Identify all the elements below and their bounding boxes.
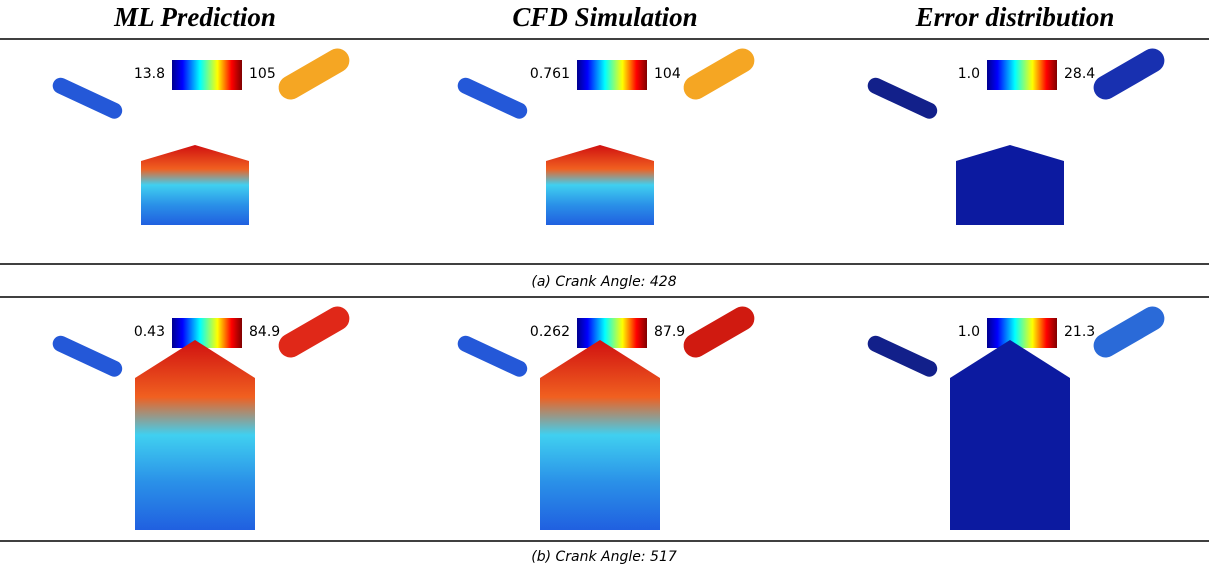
colorbar xyxy=(987,318,1057,348)
panel: 13.8 105 xyxy=(50,44,354,225)
column-header: ML Prediction xyxy=(113,2,276,32)
right-rod xyxy=(274,44,354,104)
left-rod xyxy=(865,75,940,121)
left-rod xyxy=(50,333,125,379)
column-header: Error distribution xyxy=(915,2,1115,32)
colorbar-min: 1.0 xyxy=(958,324,980,340)
left-rod xyxy=(865,333,940,379)
chamber xyxy=(135,340,255,530)
chamber xyxy=(956,145,1064,225)
colorbar xyxy=(577,60,647,90)
panel: 0.43 84.9 xyxy=(50,302,354,530)
colorbar-min: 0.262 xyxy=(530,324,570,340)
panel: 1.0 28.4 xyxy=(865,44,1169,225)
chamber xyxy=(540,340,660,530)
colorbar-min: 1.0 xyxy=(958,66,980,82)
caption: (a) Crank Angle: 428 xyxy=(531,274,676,290)
right-rod xyxy=(679,302,759,362)
colorbar-max: 21.3 xyxy=(1064,324,1095,340)
left-rod xyxy=(455,333,530,379)
chamber xyxy=(141,145,249,225)
caption: (b) Crank Angle: 517 xyxy=(531,549,677,565)
colorbar-max: 105 xyxy=(249,66,276,82)
panel: 1.0 21.3 xyxy=(865,302,1169,530)
colorbar-min: 13.8 xyxy=(134,66,165,82)
left-rod xyxy=(455,75,530,121)
colorbar xyxy=(172,60,242,90)
chamber xyxy=(950,340,1070,530)
colorbar-max: 87.9 xyxy=(654,324,685,340)
colorbar-max: 104 xyxy=(654,66,681,82)
column-header: CFD Simulation xyxy=(512,2,697,32)
colorbar-min: 0.43 xyxy=(134,324,165,340)
right-rod xyxy=(679,44,759,104)
colorbar xyxy=(987,60,1057,90)
colorbar xyxy=(172,318,242,348)
colorbar-max: 28.4 xyxy=(1064,66,1095,82)
panel: 0.761 104 xyxy=(455,44,759,225)
colorbar-max: 84.9 xyxy=(249,324,280,340)
colorbar xyxy=(577,318,647,348)
colorbar-min: 0.761 xyxy=(530,66,570,82)
right-rod xyxy=(1089,302,1169,362)
left-rod xyxy=(50,75,125,121)
chamber xyxy=(546,145,654,225)
panel: 0.262 87.9 xyxy=(455,302,759,530)
right-rod xyxy=(274,302,354,362)
figure: ML Prediction CFD Simulation Error distr… xyxy=(0,0,1209,571)
right-rod xyxy=(1089,44,1169,104)
